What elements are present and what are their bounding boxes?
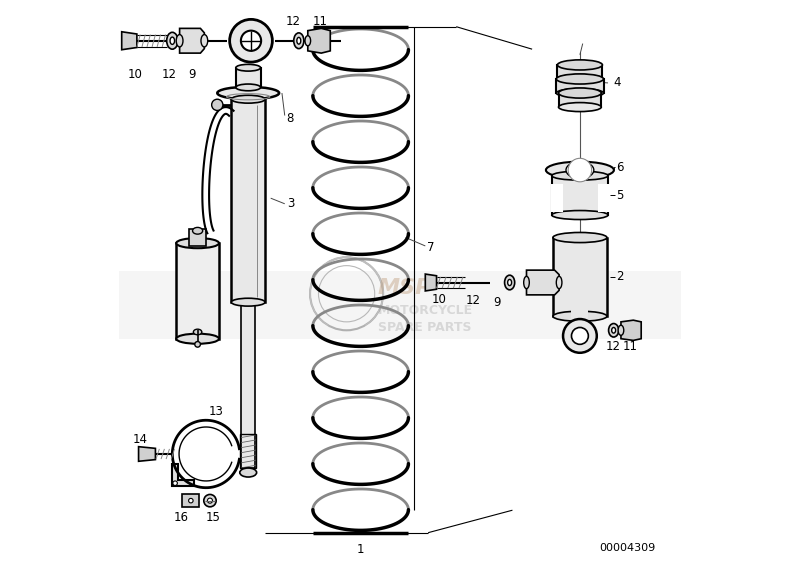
Circle shape bbox=[212, 99, 223, 111]
Ellipse shape bbox=[170, 37, 174, 45]
Text: 2: 2 bbox=[617, 271, 624, 284]
Circle shape bbox=[230, 19, 272, 62]
Bar bbox=[240, 434, 256, 468]
Ellipse shape bbox=[505, 275, 514, 290]
Text: 00004309: 00004309 bbox=[599, 543, 656, 553]
Polygon shape bbox=[172, 463, 194, 486]
Text: 9: 9 bbox=[493, 295, 501, 308]
Ellipse shape bbox=[609, 324, 618, 337]
Polygon shape bbox=[526, 270, 559, 295]
Ellipse shape bbox=[236, 64, 261, 71]
Ellipse shape bbox=[553, 232, 607, 242]
Text: 12: 12 bbox=[606, 340, 621, 353]
Circle shape bbox=[563, 319, 597, 353]
Bar bbox=[553, 237, 607, 316]
Bar bbox=[556, 79, 603, 93]
Ellipse shape bbox=[204, 494, 216, 507]
Circle shape bbox=[568, 158, 592, 182]
Text: 8: 8 bbox=[286, 112, 294, 125]
Bar bbox=[552, 176, 608, 215]
Circle shape bbox=[173, 481, 178, 485]
Ellipse shape bbox=[176, 238, 219, 248]
Ellipse shape bbox=[207, 498, 213, 503]
Bar bbox=[231, 99, 265, 302]
Text: 13: 13 bbox=[209, 405, 224, 418]
Bar bbox=[176, 243, 219, 339]
Ellipse shape bbox=[231, 95, 265, 103]
Bar bbox=[550, 184, 563, 212]
Text: 14: 14 bbox=[133, 433, 148, 446]
Text: 10: 10 bbox=[127, 68, 142, 81]
Ellipse shape bbox=[556, 276, 562, 289]
Ellipse shape bbox=[566, 162, 594, 179]
Bar bbox=[598, 184, 610, 212]
Ellipse shape bbox=[176, 334, 219, 344]
Ellipse shape bbox=[294, 33, 304, 49]
Ellipse shape bbox=[612, 328, 616, 333]
Ellipse shape bbox=[558, 103, 602, 111]
Circle shape bbox=[571, 328, 588, 344]
Ellipse shape bbox=[524, 276, 530, 289]
Ellipse shape bbox=[556, 74, 603, 84]
Text: 12: 12 bbox=[286, 15, 301, 28]
Text: 11: 11 bbox=[623, 340, 638, 353]
Polygon shape bbox=[138, 447, 155, 461]
Ellipse shape bbox=[194, 341, 201, 347]
Text: 3: 3 bbox=[287, 197, 295, 210]
Ellipse shape bbox=[297, 37, 301, 44]
Ellipse shape bbox=[305, 36, 310, 46]
Bar bbox=[189, 229, 206, 246]
Ellipse shape bbox=[231, 298, 265, 306]
Polygon shape bbox=[308, 28, 330, 53]
Polygon shape bbox=[180, 28, 204, 53]
Ellipse shape bbox=[218, 87, 279, 99]
Ellipse shape bbox=[166, 32, 178, 49]
Text: 7: 7 bbox=[427, 241, 434, 254]
Ellipse shape bbox=[558, 60, 602, 70]
Text: 12: 12 bbox=[162, 68, 177, 81]
Ellipse shape bbox=[201, 34, 208, 47]
Ellipse shape bbox=[556, 89, 603, 98]
Text: MSP: MSP bbox=[378, 278, 432, 298]
Text: SPARE PARTS: SPARE PARTS bbox=[378, 321, 471, 334]
Polygon shape bbox=[621, 320, 641, 340]
Ellipse shape bbox=[193, 227, 202, 234]
Text: 15: 15 bbox=[206, 511, 220, 524]
Text: 12: 12 bbox=[466, 294, 481, 307]
Ellipse shape bbox=[552, 211, 608, 220]
Text: 16: 16 bbox=[174, 511, 188, 524]
Ellipse shape bbox=[189, 498, 193, 503]
Ellipse shape bbox=[558, 75, 602, 84]
Bar bbox=[236, 68, 261, 88]
Text: 6: 6 bbox=[617, 161, 624, 174]
Bar bbox=[119, 271, 681, 339]
Text: MOTORCYCLE: MOTORCYCLE bbox=[378, 304, 473, 317]
Ellipse shape bbox=[558, 88, 602, 98]
Text: 5: 5 bbox=[617, 189, 624, 202]
Ellipse shape bbox=[553, 311, 607, 321]
Ellipse shape bbox=[176, 34, 183, 47]
Bar bbox=[558, 93, 602, 107]
Ellipse shape bbox=[508, 280, 512, 285]
Polygon shape bbox=[122, 32, 137, 50]
Ellipse shape bbox=[546, 162, 614, 179]
Bar bbox=[558, 65, 602, 79]
Ellipse shape bbox=[236, 84, 261, 91]
Text: 4: 4 bbox=[614, 76, 621, 89]
Polygon shape bbox=[182, 494, 199, 507]
Text: 1: 1 bbox=[357, 543, 364, 556]
Bar bbox=[571, 305, 588, 319]
Text: 11: 11 bbox=[313, 15, 328, 28]
Ellipse shape bbox=[618, 325, 624, 336]
Ellipse shape bbox=[240, 468, 257, 477]
Ellipse shape bbox=[194, 329, 202, 335]
Bar bbox=[242, 302, 255, 468]
Circle shape bbox=[241, 31, 261, 51]
Polygon shape bbox=[426, 274, 437, 291]
Text: 9: 9 bbox=[188, 68, 196, 81]
Text: 10: 10 bbox=[432, 293, 446, 306]
Ellipse shape bbox=[552, 171, 608, 180]
